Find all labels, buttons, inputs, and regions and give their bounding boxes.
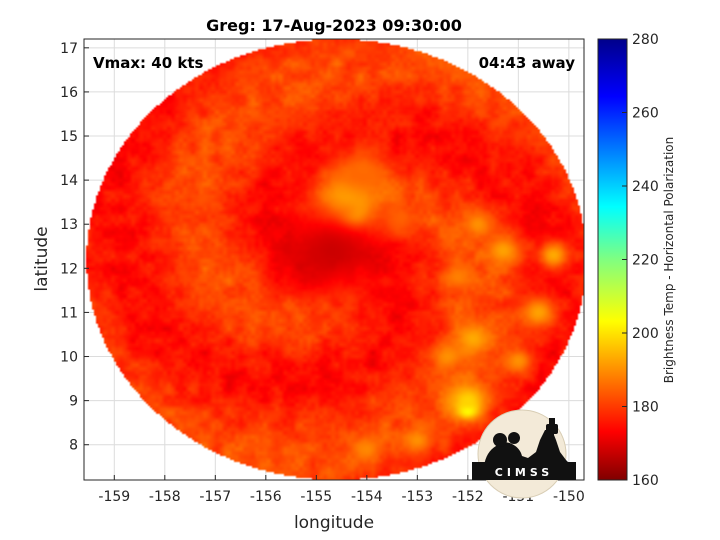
time-away-annotation: 04:43 away: [479, 54, 576, 72]
x-tick-label: -153: [401, 489, 433, 505]
y-tick-label: 9: [69, 394, 78, 410]
colorbar-tick-label: 180: [632, 400, 659, 416]
x-tick-label: -158: [149, 489, 181, 505]
colorbar-tick-label: 200: [632, 326, 659, 342]
logo-bar: [472, 462, 576, 480]
x-tick-label: -159: [98, 489, 130, 505]
cimss-logo: CIMSS: [472, 409, 576, 499]
y-tick-label: 13: [60, 217, 78, 233]
colorbar-label: Brightness Temp - Horizontal Polarizatio…: [662, 137, 676, 384]
vmax-annotation: Vmax: 40 kts: [93, 54, 203, 72]
plot-frame: [83, 38, 585, 481]
logo-text: CIMSS: [495, 466, 553, 479]
y-tick-label: 10: [60, 350, 78, 366]
colorbar-tick-label: 160: [632, 473, 659, 489]
colorbar-tick-label: 220: [632, 253, 659, 269]
x-tick-label: -154: [351, 489, 383, 505]
x-tick-label: -152: [452, 489, 484, 505]
y-tick-label: 16: [60, 85, 78, 101]
colorbar-tick-label: 240: [632, 179, 659, 195]
colorbar-ticks: 160 180 200 220 240 260 280: [622, 32, 659, 489]
y-axis-label: latitude: [32, 226, 52, 291]
y-tick-label: 15: [60, 129, 78, 145]
x-axis-label: longitude: [294, 513, 374, 533]
y-tick-label: 14: [60, 173, 78, 189]
x-axis-ticks: -159-158-157-156-155-154-153-152-151-150: [98, 475, 585, 505]
y-axis-ticks: 8 9 10 11 12 13 14 15 16 17: [60, 41, 89, 454]
chart-title: Greg: 17-Aug-2023 09:30:00: [206, 16, 462, 35]
y-tick-label: 8: [69, 438, 78, 454]
x-tick-label: -150: [553, 489, 585, 505]
brightness-temp-heatmap: [84, 39, 584, 480]
y-tick-label: 17: [60, 41, 78, 57]
y-tick-label: 12: [60, 261, 78, 277]
x-tick-label: -156: [250, 489, 282, 505]
colorbar-tick-label: 280: [632, 32, 659, 48]
colorbar-tick-label: 260: [632, 106, 659, 122]
y-tick-label: 11: [60, 305, 78, 321]
x-tick-label: -155: [300, 489, 332, 505]
x-tick-label: -157: [199, 489, 231, 505]
